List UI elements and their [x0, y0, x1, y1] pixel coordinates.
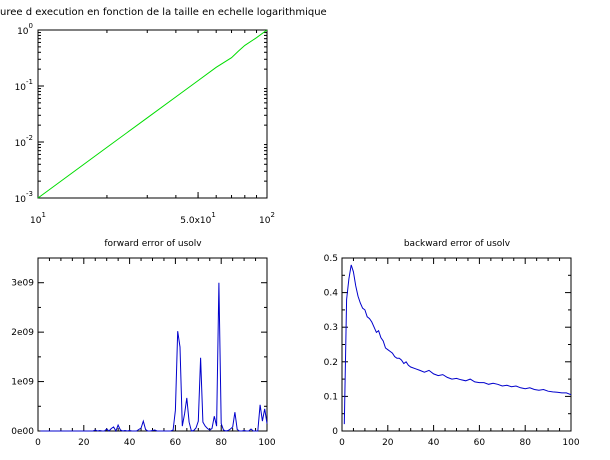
x-tick-label: 100 — [562, 438, 579, 448]
y-tick-label: 1e09 — [11, 378, 34, 388]
x-tick-label: 101 — [30, 211, 46, 226]
plot-frame — [37, 29, 268, 199]
forward-error-plot: forward error of usolv 0 20 40 60 80 100 0e00 1… — [11, 239, 276, 448]
series-group — [343, 264, 572, 425]
series-line — [37, 29, 268, 199]
series-group — [40, 282, 268, 433]
y-tick-label: 0.4 — [324, 289, 339, 299]
backward-error-plot: backward error of usolv 0 20 40 60 80 100 0 0.1… — [324, 239, 580, 448]
y-tick-label: 3e09 — [11, 279, 34, 289]
x-tick-label: 5.0x101 — [180, 211, 216, 226]
plot-title: forward error of usolv — [104, 239, 202, 249]
x-tick-label: 102 — [259, 211, 275, 226]
duration-loglog-plot: uree d execution en fonction de la taill… — [0, 7, 327, 226]
x-tick-label: 80 — [519, 438, 531, 448]
series-line — [343, 264, 572, 425]
y-tick-label: 0e00 — [11, 427, 34, 437]
x-tick-label: 0 — [339, 438, 345, 448]
axis-ticks: 101 5.0x101 102 10-3 10-2 10-1 100 — [15, 22, 275, 226]
y-tick-label: 0.5 — [324, 254, 338, 264]
x-tick-label: 80 — [215, 438, 227, 448]
plot-title: backward error of usolv — [404, 239, 511, 249]
x-tick-label: 60 — [170, 438, 182, 448]
y-tick-label: 2e09 — [11, 328, 34, 338]
x-tick-label: 60 — [474, 438, 486, 448]
x-tick-label: 40 — [124, 438, 136, 448]
x-tick-label: 0 — [35, 438, 41, 448]
y-tick-label: 0 — [332, 427, 338, 437]
y-tick-label: 10-3 — [15, 190, 33, 205]
y-tick-label: 0.3 — [324, 323, 338, 333]
x-tick-label: 20 — [78, 438, 90, 448]
x-tick-label: 40 — [428, 438, 440, 448]
y-tick-label: 0.1 — [324, 392, 338, 402]
series-line — [40, 282, 268, 433]
y-tick-label: 10-1 — [15, 78, 33, 93]
series-group — [37, 29, 268, 199]
x-tick-label: 100 — [258, 438, 275, 448]
plot-frame — [341, 257, 572, 432]
y-tick-label: 0.2 — [324, 358, 338, 368]
axis-ticks: 0 20 40 60 80 100 0 0.1 0.2 0.3 0.4 0.5 — [324, 254, 580, 448]
plot-title: uree d execution en fonction de la taill… — [0, 7, 327, 18]
x-tick-label: 20 — [382, 438, 394, 448]
y-tick-label: 100 — [17, 22, 33, 37]
y-tick-label: 10-2 — [15, 134, 33, 149]
plot-frame — [37, 257, 268, 432]
